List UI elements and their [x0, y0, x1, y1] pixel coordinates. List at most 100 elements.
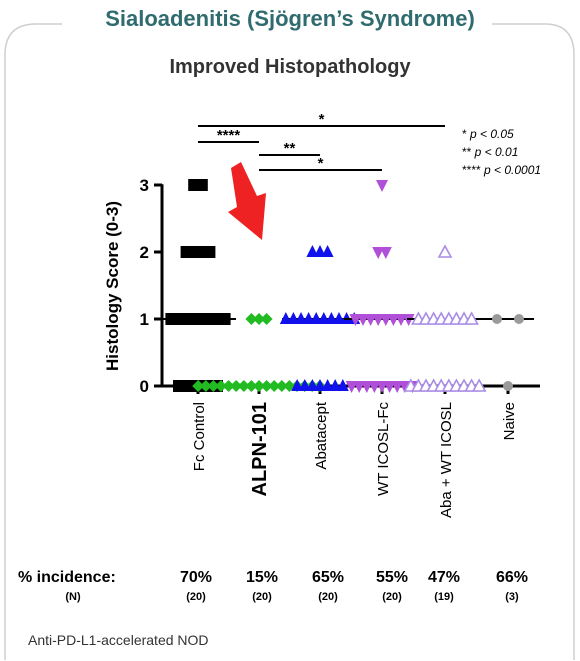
data-point	[237, 380, 250, 392]
data-point	[314, 245, 326, 257]
legend-stars: **	[462, 145, 472, 159]
data-point	[492, 314, 502, 324]
x-tick-label: Abatacept	[313, 401, 330, 469]
data-point	[321, 245, 334, 257]
incidence-n-label: (N)	[65, 591, 81, 603]
data-point	[383, 381, 396, 393]
data-point	[245, 380, 258, 392]
incidence-count: (20)	[252, 591, 272, 603]
data-point	[302, 312, 315, 324]
legend-pvalue: p < 0.0001	[481, 163, 541, 177]
data-point	[207, 380, 220, 392]
annotation-arrow	[228, 162, 266, 240]
significance-label: **	[284, 140, 296, 157]
data-point	[199, 380, 212, 392]
incidence-count: (3)	[505, 591, 519, 603]
data-point	[387, 314, 400, 326]
data-point	[325, 312, 338, 324]
incidence-label: % incidence:	[18, 569, 116, 586]
data-point	[298, 379, 311, 391]
data-point	[230, 380, 243, 392]
data-point	[306, 245, 319, 257]
data-point	[253, 380, 265, 392]
data-point	[195, 179, 208, 191]
significance-label: ****	[217, 127, 241, 144]
y-tick-label: 0	[140, 377, 149, 396]
y-axis-title: Histology Score (0-3)	[103, 201, 122, 371]
data-point	[364, 314, 377, 326]
y-tick-label: 1	[140, 310, 149, 329]
data-point	[372, 314, 385, 326]
data-point	[336, 379, 349, 391]
data-point	[357, 314, 369, 326]
legend-pvalue: p < 0.01	[471, 145, 518, 159]
legend-entry: ** p < 0.01	[462, 145, 518, 159]
data-point	[514, 314, 524, 324]
data-point	[310, 312, 323, 324]
data-point	[395, 314, 407, 326]
panel-frame	[4, 23, 575, 660]
x-tick-label: Naive	[501, 402, 518, 440]
data-point	[291, 379, 304, 391]
data-point	[321, 379, 334, 391]
data-point	[295, 312, 307, 324]
page-title: Sialoadenitis (Sjögren’s Syndrome)	[105, 6, 475, 31]
x-tick-label: WT ICOSL-Fc	[375, 402, 392, 496]
incidence-count: (20)	[186, 591, 206, 603]
data-point	[192, 380, 205, 392]
data-point	[275, 380, 288, 392]
incidence-value: 15%	[246, 569, 278, 586]
data-point	[218, 313, 231, 325]
x-tick-label: Aba + WT ICOSL	[438, 402, 455, 518]
incidence-count: (19)	[434, 591, 454, 603]
significance-label: *	[318, 155, 324, 172]
data-point	[203, 246, 216, 258]
data-point	[376, 381, 388, 393]
data-point	[379, 247, 392, 259]
data-point	[379, 314, 392, 326]
data-point	[464, 311, 479, 325]
incidence-value: 47%	[428, 569, 460, 586]
data-point	[306, 379, 319, 391]
data-point	[268, 380, 281, 392]
legend-pvalue: p < 0.05	[467, 127, 514, 141]
incidence-count: (20)	[382, 591, 402, 603]
legend-stars: *	[462, 127, 467, 141]
incidence-value: 65%	[312, 569, 344, 586]
y-tick-label: 2	[140, 243, 149, 262]
data-point	[372, 247, 385, 259]
data-point	[349, 314, 362, 326]
legend-entry: **** p < 0.0001	[462, 163, 541, 177]
incidence-count: (20)	[318, 591, 338, 603]
data-point	[368, 381, 381, 393]
data-point	[329, 379, 342, 391]
data-point	[376, 180, 388, 192]
legend-stars: ****	[462, 163, 481, 177]
data-point	[215, 380, 227, 392]
data-point	[317, 312, 330, 324]
incidence-value: 55%	[376, 569, 408, 586]
chart-subtitle: Improved Histopathology	[169, 56, 411, 78]
footer-note: Anti-PD-L1-accelerated NOD	[28, 632, 209, 648]
data-point	[471, 378, 487, 392]
data-point	[260, 313, 273, 325]
data-point	[314, 379, 326, 391]
data-point	[391, 381, 404, 393]
data-point	[253, 313, 265, 325]
data-point	[260, 380, 273, 392]
data-point	[245, 313, 258, 325]
data-point	[287, 312, 300, 324]
data-point	[503, 381, 513, 391]
data-point	[345, 381, 358, 393]
x-tick-label: Fc Control	[191, 402, 208, 471]
data-point	[353, 381, 366, 393]
data-point	[360, 381, 373, 393]
data-point	[437, 244, 453, 258]
data-point	[222, 380, 235, 392]
incidence-value: 70%	[180, 569, 212, 586]
incidence-value: 66%	[496, 569, 528, 586]
x-tick-label: ALPN-101	[249, 402, 271, 496]
data-point	[333, 312, 345, 324]
